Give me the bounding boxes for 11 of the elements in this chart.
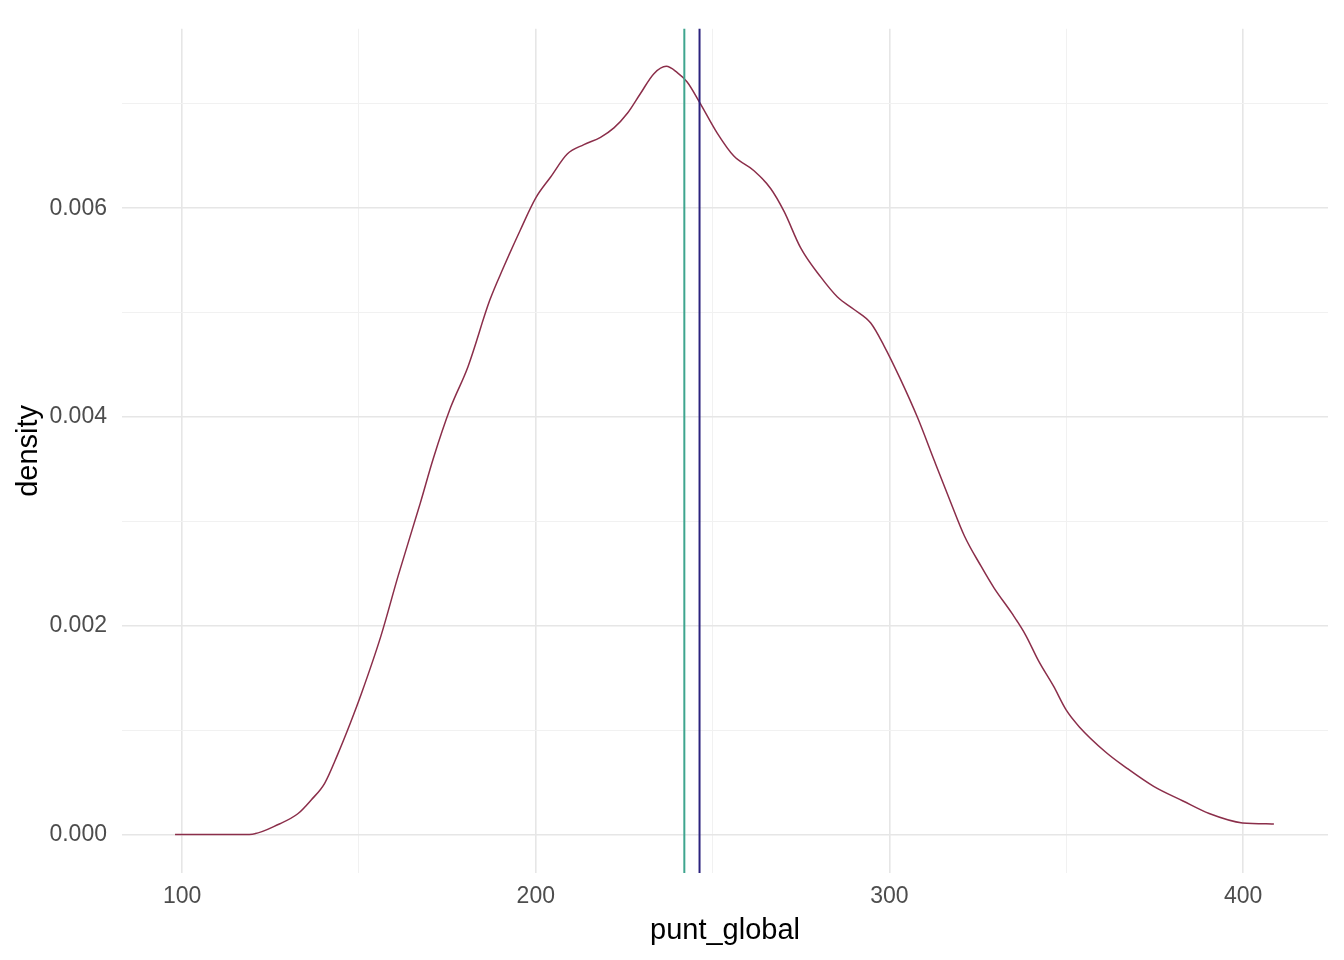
line-series (174, 65, 1275, 836)
x-tick-label: 300 (870, 882, 909, 909)
x-tick-label: 100 (162, 882, 202, 909)
y-tick-label: 0.000 (49, 819, 107, 846)
y-tick-label: 0.004 (49, 402, 108, 429)
x-axis-title: punt_global (650, 912, 800, 945)
x-tick-label: 200 (516, 882, 555, 909)
y-tick-label: 0.006 (49, 193, 107, 220)
x-tick-label: 400 (1223, 882, 1263, 909)
y-tick-label: 0.002 (49, 611, 107, 638)
y-axis-title: density (11, 404, 44, 497)
